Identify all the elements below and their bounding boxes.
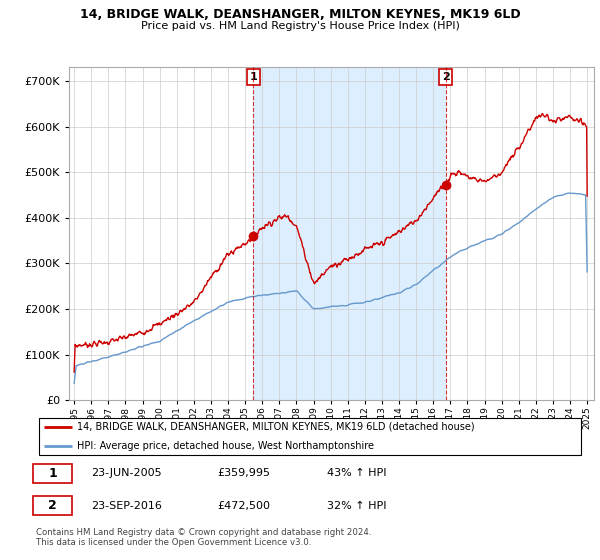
FancyBboxPatch shape <box>39 418 581 455</box>
Text: £472,500: £472,500 <box>217 501 270 511</box>
FancyBboxPatch shape <box>33 464 71 483</box>
Text: 14, BRIDGE WALK, DEANSHANGER, MILTON KEYNES, MK19 6LD (detached house): 14, BRIDGE WALK, DEANSHANGER, MILTON KEY… <box>77 422 475 432</box>
Text: 23-SEP-2016: 23-SEP-2016 <box>91 501 162 511</box>
Bar <box>253 67 446 400</box>
FancyBboxPatch shape <box>33 496 71 515</box>
Text: 14, BRIDGE WALK, DEANSHANGER, MILTON KEYNES, MK19 6LD: 14, BRIDGE WALK, DEANSHANGER, MILTON KEY… <box>80 8 520 21</box>
Text: Price paid vs. HM Land Registry's House Price Index (HPI): Price paid vs. HM Land Registry's House … <box>140 21 460 31</box>
Text: 43% ↑ HPI: 43% ↑ HPI <box>327 468 386 478</box>
Text: £359,995: £359,995 <box>217 468 270 478</box>
Text: 2: 2 <box>48 499 57 512</box>
Text: 2: 2 <box>442 72 449 82</box>
Text: Contains HM Land Registry data © Crown copyright and database right 2024.
This d: Contains HM Land Registry data © Crown c… <box>36 528 371 547</box>
Text: 23-JUN-2005: 23-JUN-2005 <box>91 468 161 478</box>
Text: 32% ↑ HPI: 32% ↑ HPI <box>327 501 386 511</box>
Text: 1: 1 <box>250 72 257 82</box>
Text: 1: 1 <box>48 467 57 480</box>
Text: HPI: Average price, detached house, West Northamptonshire: HPI: Average price, detached house, West… <box>77 441 374 450</box>
